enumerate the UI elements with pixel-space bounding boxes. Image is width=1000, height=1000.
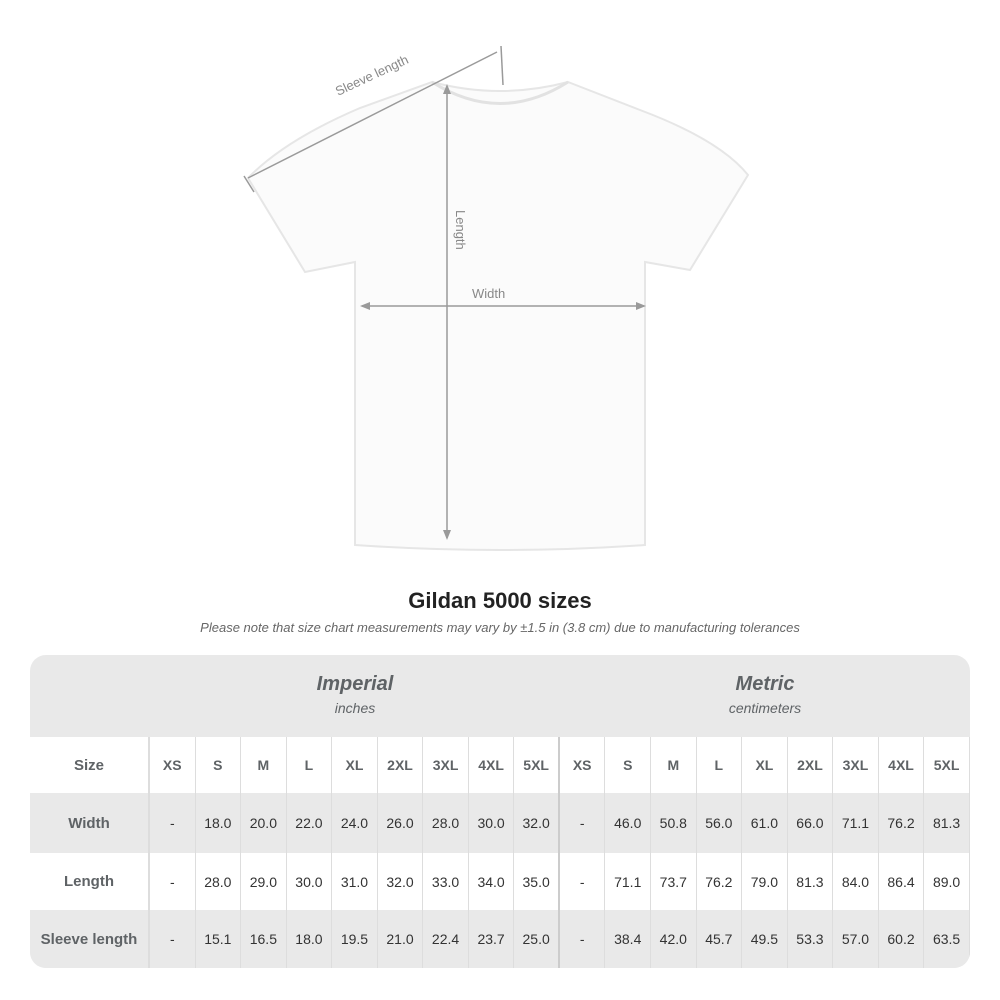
imperial-title: Imperial <box>316 673 394 695</box>
cell-metric: 81.3 <box>924 793 970 853</box>
cell-imperial: 26.0 <box>378 793 424 853</box>
cell-imperial: 25.0 <box>514 910 560 968</box>
size-table: Imperial inches Metric centimeters Size X… <box>30 655 970 968</box>
cell-metric: 86.4 <box>879 853 925 910</box>
cell-metric: 56.0 <box>697 793 743 853</box>
cell-imperial: 19.5 <box>332 910 378 968</box>
size-header-imperial: 4XL <box>469 737 515 793</box>
cell-imperial: 24.0 <box>332 793 378 853</box>
table-row: Width -18.0 20.0 22.0 24.0 26.0 28.0 30.0 32.0-4… <box>30 793 970 853</box>
metric-header: Metric centimeters <box>560 655 970 737</box>
cell-imperial: - <box>150 910 196 968</box>
cell-imperial: 33.0 <box>423 853 469 910</box>
size-header-imperial: 2XL <box>378 737 424 793</box>
cell-imperial: 32.0 <box>378 853 424 910</box>
size-header-imperial: XS <box>150 737 196 793</box>
cell-metric: 42.0 <box>651 910 697 968</box>
size-header-imperial: S <box>196 737 242 793</box>
size-header-metric: L <box>697 737 743 793</box>
table-row: Length -28.0 29.0 30.0 31.0 32.0 33.0 34.0 35.0-… <box>30 853 970 910</box>
size-header-metric: 2XL <box>788 737 834 793</box>
metric-title: Metric <box>735 673 795 695</box>
cell-metric: 61.0 <box>742 793 788 853</box>
row-label: Size <box>30 737 150 793</box>
cell-imperial: - <box>150 793 196 853</box>
cell-imperial: 22.0 <box>287 793 333 853</box>
cell-metric: - <box>560 910 606 968</box>
row-label: Width <box>30 793 150 853</box>
cell-metric: 76.2 <box>879 793 925 853</box>
cell-imperial: - <box>150 853 196 910</box>
cell-metric: 49.5 <box>742 910 788 968</box>
imperial-unit: inches <box>334 700 376 716</box>
row-label: Sleeve length <box>30 910 150 968</box>
cell-metric: 45.7 <box>697 910 743 968</box>
cell-metric: 63.5 <box>924 910 970 968</box>
size-header-metric: XS <box>560 737 606 793</box>
cell-metric: 81.3 <box>788 853 834 910</box>
cell-metric: 53.3 <box>788 910 834 968</box>
cell-imperial: 20.0 <box>241 793 287 853</box>
cell-metric: 76.2 <box>697 853 743 910</box>
cell-metric: - <box>560 793 606 853</box>
size-header-imperial: L <box>287 737 333 793</box>
size-header-metric: 4XL <box>879 737 925 793</box>
cell-imperial: 29.0 <box>241 853 287 910</box>
cell-metric: 46.0 <box>605 793 652 853</box>
cell-imperial: 32.0 <box>514 793 560 853</box>
cell-imperial: 30.0 <box>287 853 333 910</box>
size-header-imperial: XL <box>332 737 378 793</box>
cell-imperial: 23.7 <box>469 910 515 968</box>
tolerance-note: Please note that size chart measurements… <box>200 620 800 635</box>
size-header-imperial: 3XL <box>423 737 469 793</box>
width-label: Width <box>472 286 505 301</box>
size-header-metric: XL <box>742 737 788 793</box>
cell-imperial: 22.4 <box>423 910 469 968</box>
cell-metric: 79.0 <box>742 853 788 910</box>
size-header-metric: 5XL <box>924 737 970 793</box>
tshirt-outline <box>246 80 750 551</box>
size-header-imperial: M <box>241 737 287 793</box>
cell-metric: 89.0 <box>924 853 970 910</box>
cell-imperial: 28.0 <box>423 793 469 853</box>
cell-imperial: 35.0 <box>514 853 560 910</box>
length-label: Length <box>453 210 468 250</box>
metric-unit: centimeters <box>728 700 802 716</box>
cell-imperial: 21.0 <box>378 910 424 968</box>
cell-metric: 84.0 <box>833 853 879 910</box>
table-row: Sleeve length -15.1 16.5 18.0 19.5 21.0 22.4 23… <box>30 910 970 968</box>
cell-imperial: 18.0 <box>287 910 333 968</box>
cell-imperial: 34.0 <box>469 853 515 910</box>
cell-metric: 73.7 <box>651 853 697 910</box>
cell-imperial: 15.1 <box>196 910 242 968</box>
row-label: Length <box>30 853 150 910</box>
imperial-header: Imperial inches <box>150 655 560 737</box>
cell-metric: 50.8 <box>651 793 697 853</box>
cell-metric: 66.0 <box>788 793 834 853</box>
size-header-metric: 3XL <box>833 737 879 793</box>
cell-imperial: 16.5 <box>241 910 287 968</box>
cell-metric: 60.2 <box>879 910 925 968</box>
cell-metric: 71.1 <box>833 793 879 853</box>
cell-imperial: 30.0 <box>469 793 515 853</box>
cell-imperial: 31.0 <box>332 853 378 910</box>
size-header-metric: M <box>651 737 697 793</box>
cell-imperial: 28.0 <box>196 853 242 910</box>
cell-metric: 38.4 <box>605 910 652 968</box>
chart-title: Gildan 5000 sizes <box>408 588 592 613</box>
cell-metric: 57.0 <box>833 910 879 968</box>
sleeve-length-label: Sleeve length <box>333 52 411 99</box>
size-header-metric: S <box>605 737 652 793</box>
size-header-imperial: 5XL <box>514 737 560 793</box>
cell-imperial: 18.0 <box>196 793 242 853</box>
tshirt-diagram: Sleeve length Length Width <box>243 45 750 551</box>
cell-metric: 71.1 <box>605 853 652 910</box>
cell-metric: - <box>560 853 606 910</box>
size-header-row: Size XS S M L XL 2XL 3XL 4XL 5XL XS S M L XL 2XL 3XL 4XL 5… <box>30 737 970 793</box>
